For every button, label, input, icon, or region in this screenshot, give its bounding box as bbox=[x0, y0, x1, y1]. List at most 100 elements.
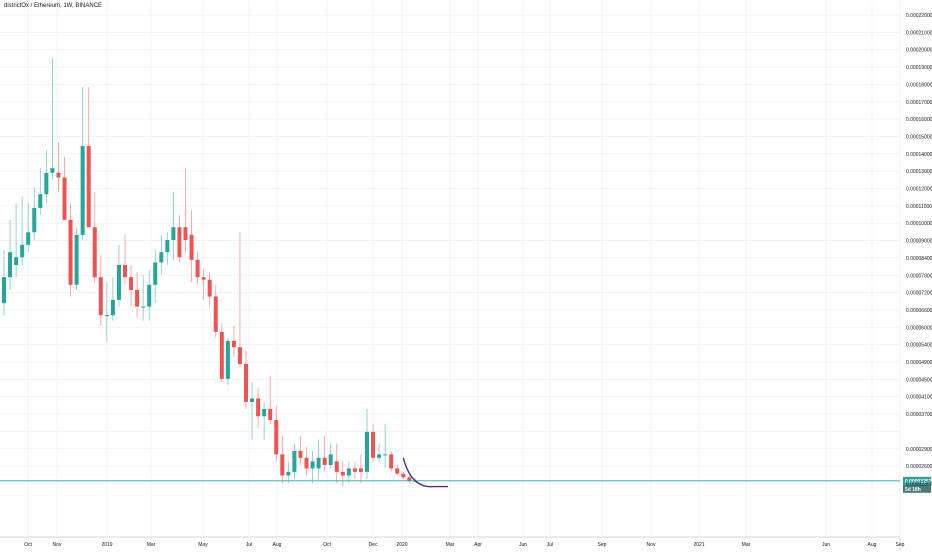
time-tick-label: Mar bbox=[147, 542, 156, 548]
time-tick-label: Sep bbox=[598, 542, 607, 548]
time-tick-label: Oct bbox=[323, 542, 331, 548]
candle-body bbox=[189, 234, 194, 260]
candle-body bbox=[250, 398, 255, 402]
candle-body bbox=[340, 471, 345, 476]
price-tick-label: 0.00012000 bbox=[906, 187, 932, 193]
candle-body bbox=[322, 457, 327, 465]
candle-body bbox=[2, 277, 6, 304]
candle-body bbox=[116, 265, 121, 300]
candle-body bbox=[195, 259, 200, 278]
time-tick-label: Mar bbox=[446, 542, 455, 548]
candle-body bbox=[165, 240, 170, 253]
price-tick-label: 0.00022000 bbox=[906, 13, 932, 19]
candle-body bbox=[44, 172, 49, 195]
candle-body bbox=[237, 347, 242, 364]
candle-body bbox=[32, 207, 37, 233]
candle-body bbox=[225, 340, 230, 379]
price-tick-label: 0.00007800 bbox=[906, 273, 932, 279]
candle-body bbox=[153, 262, 158, 285]
time-tick-label: Apr bbox=[474, 542, 482, 548]
price-tick-label: 0.00007200 bbox=[906, 291, 932, 297]
price-tick-label: 0.00008400 bbox=[906, 256, 932, 262]
time-tick-label: Jun bbox=[519, 542, 527, 548]
time-tick-label: 2020 bbox=[396, 542, 407, 548]
time-axis: Oct Nov 2019 Mar May Jul Aug Oct Dec 2020 Mar Apr Ju… bbox=[24, 542, 905, 548]
candle-body bbox=[395, 468, 400, 474]
time-tick-label: Sep bbox=[896, 542, 905, 548]
candle-body bbox=[201, 277, 206, 280]
candle-body bbox=[292, 451, 297, 472]
candle-body bbox=[280, 454, 285, 476]
candle-body bbox=[129, 277, 134, 290]
price-tick-label: 0.00004100 bbox=[906, 395, 932, 401]
countdown-tag bbox=[903, 484, 931, 493]
candle-body bbox=[98, 277, 103, 316]
candle-body bbox=[286, 471, 291, 476]
candle-body bbox=[141, 306, 146, 308]
time-tick-label: 2019 bbox=[101, 542, 112, 548]
candle-body bbox=[310, 461, 315, 469]
price-tick-label: 0.00003700 bbox=[906, 412, 932, 418]
candle-body bbox=[177, 227, 182, 258]
price-tick-label: 0.00018000 bbox=[906, 82, 932, 88]
price-tick-label: 0.00002900 bbox=[906, 447, 932, 453]
time-tick-label: Aug bbox=[273, 542, 282, 548]
candle-body bbox=[268, 408, 273, 420]
candle-body bbox=[135, 290, 140, 307]
candle-body bbox=[346, 468, 351, 476]
price-tick-label: 0.00006600 bbox=[906, 308, 932, 314]
time-tick-label: Jun bbox=[822, 542, 830, 548]
candle-body bbox=[407, 477, 412, 482]
candle-body bbox=[244, 364, 248, 402]
candle-body bbox=[358, 468, 363, 472]
candle-body bbox=[92, 227, 97, 278]
price-tick-label: 0.00010000 bbox=[906, 221, 932, 227]
candle-body bbox=[74, 234, 79, 285]
time-tick-label: Jul bbox=[246, 542, 252, 548]
candle-body bbox=[62, 177, 67, 220]
candle-body bbox=[383, 454, 388, 456]
candle-body bbox=[231, 340, 236, 348]
drawn-curve bbox=[402, 457, 448, 488]
price-tick-label: 0.00006000 bbox=[906, 325, 932, 331]
candle-body bbox=[68, 219, 73, 285]
time-tick-label: May bbox=[198, 542, 208, 548]
price-tick-label: 0.00004500 bbox=[906, 377, 932, 383]
candle-body bbox=[365, 431, 369, 472]
candle-body bbox=[213, 296, 218, 332]
candle-body bbox=[56, 172, 61, 178]
price-tick-label: 0.00013000 bbox=[906, 169, 932, 175]
candle-body bbox=[219, 331, 224, 379]
candle-body bbox=[334, 461, 339, 472]
candle-body bbox=[14, 257, 19, 265]
price-tick-label: 0.00021000 bbox=[906, 30, 932, 36]
candle-body bbox=[377, 454, 382, 458]
candle-body bbox=[147, 284, 152, 307]
current-price-tag bbox=[903, 476, 931, 485]
candle-body bbox=[8, 252, 13, 278]
price-tick-label: 0.00014000 bbox=[906, 152, 932, 158]
price-tick-label: 0.00020000 bbox=[906, 48, 932, 54]
time-tick-label: Dec bbox=[369, 542, 378, 548]
candle-body bbox=[352, 468, 357, 472]
candle-body bbox=[298, 451, 303, 458]
candle-body bbox=[80, 146, 85, 235]
candle-body bbox=[316, 457, 321, 469]
candle-body bbox=[123, 265, 127, 278]
candle-body bbox=[389, 454, 394, 469]
chart-title: districtOx / Ethereum, 1W, BINANCE bbox=[4, 3, 103, 9]
candle-body bbox=[104, 315, 109, 317]
price-tick-label: 0.00019000 bbox=[906, 65, 932, 71]
grid-lines bbox=[0, 0, 901, 550]
time-tick-label: Aug bbox=[868, 542, 877, 548]
price-tick-label: 0.00004900 bbox=[906, 360, 932, 366]
price-tick-label: 0.00015000 bbox=[906, 134, 932, 140]
price-tick-label: 0.00017000 bbox=[906, 100, 932, 106]
time-tick-label: Jul bbox=[547, 542, 553, 548]
candle-body bbox=[183, 227, 188, 240]
time-tick-label: Mar bbox=[742, 542, 751, 548]
price-tick-label: 0.00016000 bbox=[906, 117, 932, 123]
time-tick-label: Oct bbox=[24, 542, 32, 548]
